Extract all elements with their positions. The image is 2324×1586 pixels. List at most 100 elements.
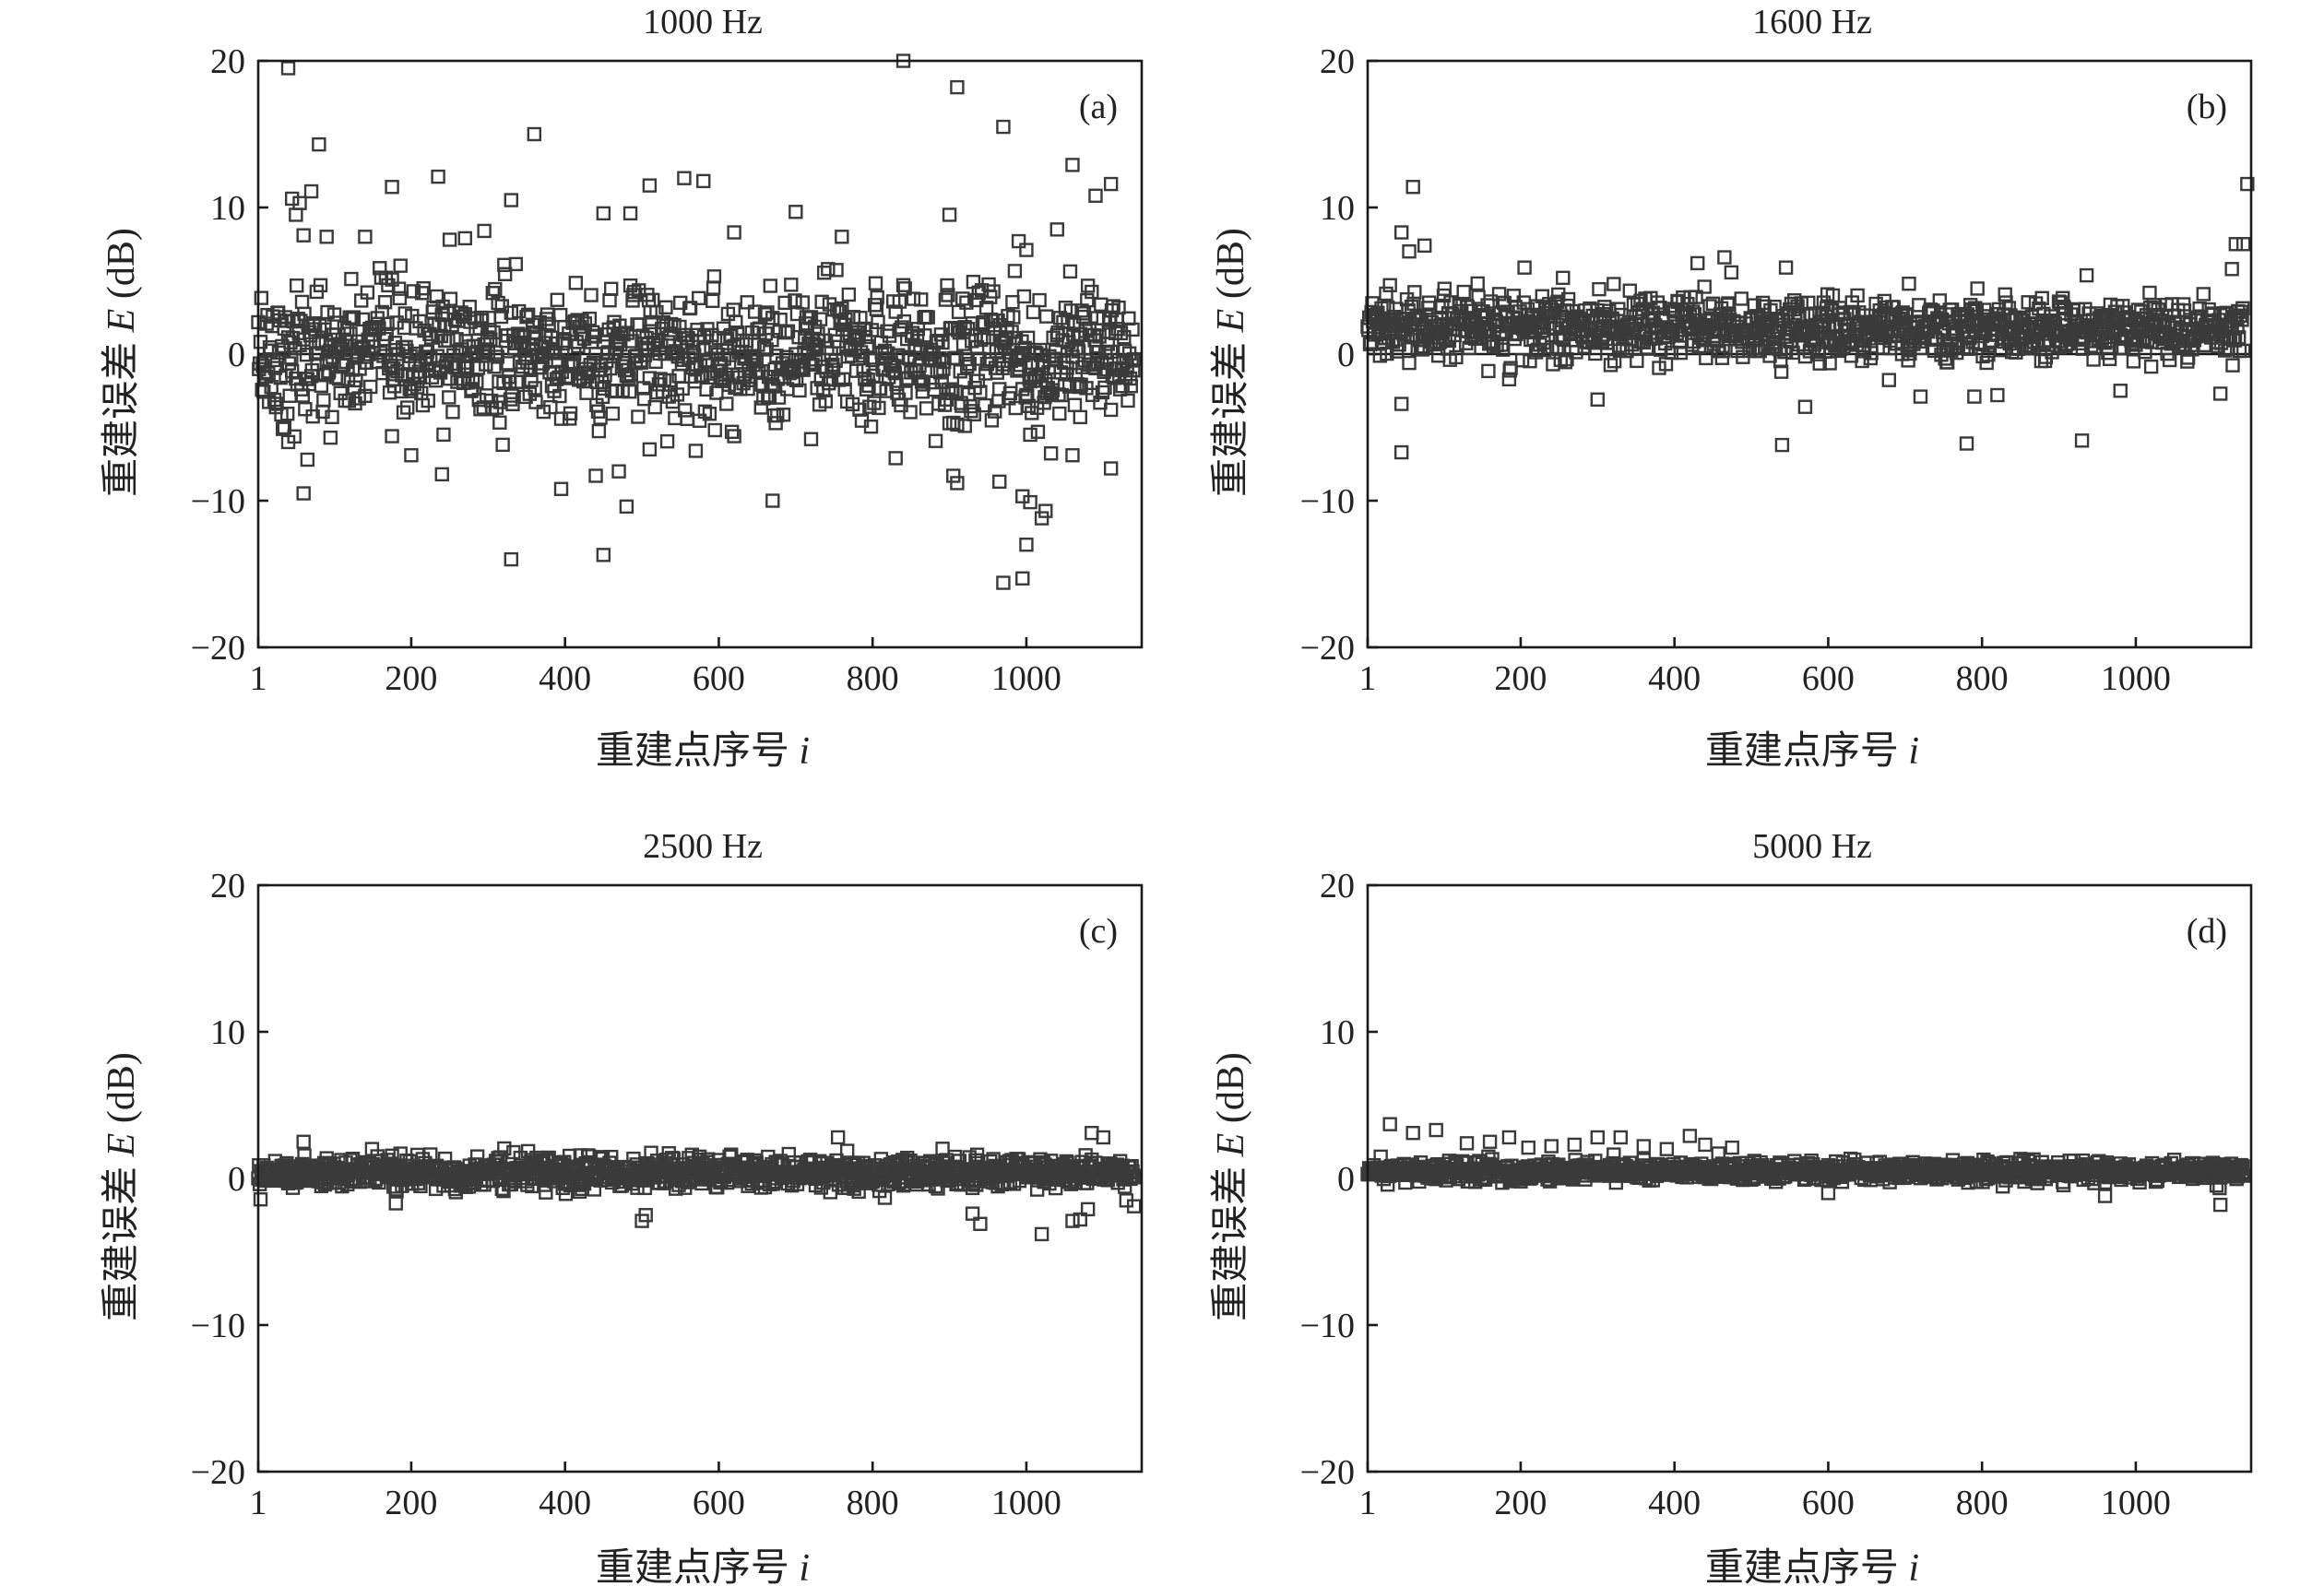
- data-point: [1664, 345, 1679, 361]
- data-point: [2235, 301, 2250, 316]
- data-point: [992, 382, 1007, 396]
- data-point: [965, 1206, 980, 1221]
- data-point: [2224, 262, 2239, 277]
- data-point: [1673, 345, 1689, 361]
- data-point: [564, 354, 579, 370]
- data-point: [2113, 384, 2128, 398]
- data-point: [442, 232, 457, 247]
- data-point: [909, 330, 925, 345]
- data-point: [1747, 298, 1762, 313]
- data-point: [1979, 355, 1994, 371]
- data-point: [1402, 244, 1417, 259]
- data-point: [1822, 356, 1837, 371]
- data-point: [2235, 1166, 2249, 1181]
- data-point: [477, 223, 492, 239]
- panel-label: (d): [2187, 912, 2227, 951]
- data-point: [539, 1185, 553, 1200]
- data-point: [932, 350, 947, 366]
- panel-title: 1600 Hz: [1752, 3, 1872, 41]
- data-point: [1990, 387, 2005, 403]
- x-axis-label-text: 重建点序号: [596, 730, 800, 773]
- data-point: [818, 394, 834, 408]
- data-point: [1902, 276, 1916, 291]
- data-point: [503, 392, 518, 407]
- data-point: [528, 381, 542, 396]
- x-tick-label: 1: [250, 1484, 267, 1522]
- data-point: [841, 287, 857, 302]
- data-point: [1030, 424, 1046, 439]
- y-tick-label: 10: [210, 1013, 245, 1052]
- x-tick-label: 200: [385, 659, 437, 698]
- data-point: [986, 284, 1001, 299]
- x-tick-label: 800: [1956, 1484, 2009, 1522]
- data-point: [385, 372, 400, 386]
- data-point: [331, 371, 347, 386]
- data-point: [706, 293, 720, 309]
- data-point: [1456, 284, 1471, 300]
- data-point: [1005, 294, 1020, 310]
- data-point: [942, 207, 957, 222]
- data-point: [510, 374, 525, 390]
- data-point: [1020, 330, 1036, 346]
- y-tick-label: 10: [1320, 189, 1355, 228]
- data-point: [1659, 1142, 1675, 1156]
- data-point: [284, 363, 300, 379]
- data-point: [2056, 290, 2070, 305]
- data-point: [957, 419, 972, 433]
- data-point: [253, 1192, 268, 1207]
- data-point: [612, 318, 627, 333]
- data-point: [588, 468, 603, 483]
- data-point: [1095, 385, 1110, 400]
- data-point: [2074, 433, 2090, 448]
- data-point: [1698, 1137, 1713, 1153]
- data-point: [973, 385, 988, 399]
- data-point: [958, 351, 973, 367]
- data-point: [1470, 276, 1485, 291]
- data-point: [1855, 353, 1869, 369]
- data-point: [336, 338, 350, 353]
- scatter-points: [1360, 176, 2255, 460]
- data-point: [1026, 304, 1041, 320]
- data-point: [622, 385, 637, 399]
- data-point: [390, 363, 405, 379]
- data-point: [803, 310, 819, 325]
- data-point: [298, 402, 313, 417]
- data-point: [269, 396, 284, 411]
- data-point: [788, 205, 803, 219]
- data-point: [1034, 511, 1049, 526]
- y-tick-label: −20: [1300, 629, 1355, 668]
- data-point: [504, 388, 519, 403]
- data-point: [577, 316, 593, 331]
- data-point: [1122, 371, 1138, 386]
- data-point: [682, 301, 698, 315]
- data-point: [1006, 310, 1021, 325]
- data-point: [935, 335, 950, 350]
- data-point: [377, 295, 393, 310]
- data-point: [388, 1196, 403, 1211]
- data-point: [950, 476, 965, 491]
- data-point: [2227, 333, 2243, 348]
- data-point: [950, 417, 965, 432]
- data-point: [788, 293, 802, 308]
- data-point: [777, 295, 792, 311]
- data-point: [442, 390, 456, 405]
- data-point: [688, 444, 704, 458]
- data-point: [1080, 1201, 1096, 1217]
- data-point: [1556, 270, 1571, 286]
- data-point: [2196, 287, 2211, 302]
- data-point: [1103, 176, 1119, 192]
- data-point: [868, 276, 883, 290]
- data-point: [979, 356, 995, 372]
- y-axis-label-var: E: [1210, 309, 1252, 334]
- data-point: [966, 407, 981, 422]
- data-point: [406, 284, 421, 299]
- panel-a: 1000 Hz (a) 重建点序号 i 重建误差 E (dB) 1 200 400 6…: [101, 3, 1144, 773]
- data-point: [516, 359, 530, 374]
- data-point: [988, 404, 1002, 419]
- data-point: [416, 280, 431, 296]
- data-point: [434, 467, 449, 482]
- data-point: [488, 281, 503, 297]
- x-tick-label: 800: [847, 659, 899, 698]
- data-point: [2235, 1168, 2251, 1183]
- data-point: [294, 294, 310, 310]
